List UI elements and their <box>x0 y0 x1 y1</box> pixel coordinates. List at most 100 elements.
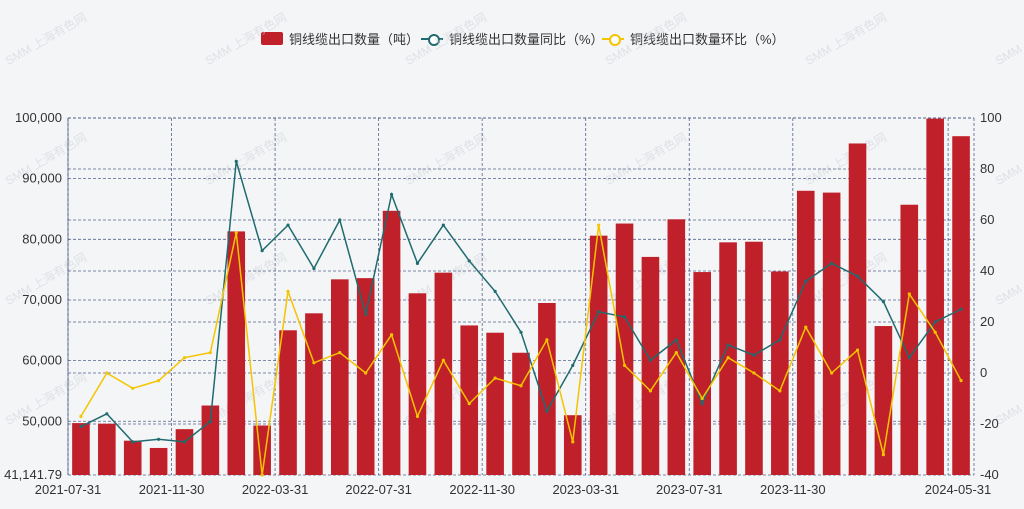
bar <box>305 313 323 475</box>
mom-point <box>312 361 316 365</box>
y-left-tick-label: 100,000 <box>15 110 62 125</box>
yoy-point <box>260 249 264 253</box>
bar <box>848 143 867 475</box>
yoy-point <box>726 343 730 347</box>
y-right-tick-label: 80 <box>980 161 994 176</box>
yoy-point <box>597 310 601 314</box>
legend-swatch-mom <box>602 32 624 46</box>
bar <box>538 302 556 475</box>
bar <box>900 204 919 475</box>
bar <box>952 136 970 475</box>
yoy-point <box>415 261 420 265</box>
bar <box>745 241 763 475</box>
yoy-point <box>493 289 497 293</box>
bar <box>486 332 504 475</box>
mom-point <box>79 414 83 418</box>
mom-point <box>571 440 575 444</box>
legend-label: 铜线缆出口数量（吨） <box>289 32 420 47</box>
legend-item-mom[interactable]: 铜线缆出口数量环比（%） <box>602 29 785 48</box>
yoy-point <box>364 312 368 316</box>
mom-point <box>752 371 756 375</box>
bar <box>615 223 634 475</box>
bar <box>72 423 90 475</box>
y-left-tick-label: 80,000 <box>22 231 62 246</box>
y-right-tick-label: 20 <box>980 314 994 329</box>
y-left-tick-label: 70,000 <box>22 292 62 307</box>
mom-point <box>648 389 653 393</box>
y-left-tick-label: 90,000 <box>22 171 62 186</box>
mom-point <box>338 351 342 355</box>
bar <box>693 272 712 475</box>
mom-point <box>260 473 264 477</box>
mom-point <box>208 351 212 355</box>
mom-point <box>726 356 730 360</box>
bar <box>330 279 349 475</box>
mom-point <box>933 330 937 334</box>
yoy-point <box>286 223 290 227</box>
mom-point <box>881 453 886 457</box>
mom-point <box>182 356 187 360</box>
yoy-point <box>389 192 394 197</box>
x-tick-label: 2023-03-31 <box>552 482 619 497</box>
yoy-point <box>959 307 963 311</box>
bar <box>563 415 582 475</box>
legend-item-yoy[interactable]: 铜线缆出口数量同比（%） <box>421 29 604 48</box>
yoy-point <box>441 223 445 227</box>
yoy-point <box>519 330 523 334</box>
y-right-tick-label: 100 <box>980 110 1002 125</box>
yoy-point <box>105 412 109 416</box>
mom-point <box>804 325 808 329</box>
mom-point <box>622 363 627 367</box>
bar <box>589 235 608 475</box>
mom-point <box>286 289 290 293</box>
yoy-point <box>467 259 471 263</box>
mom-point <box>700 396 704 401</box>
yoy-point <box>571 363 575 367</box>
mom-point <box>415 414 420 418</box>
mom-point <box>234 231 238 235</box>
x-tick-label: 2022-07-31 <box>345 482 412 497</box>
yoy-point <box>778 338 782 342</box>
mom-point <box>907 292 911 296</box>
bar <box>926 118 944 476</box>
bar <box>667 219 686 475</box>
mom-point <box>157 379 161 383</box>
axes: 41,141.79 50,000 60,000 70,000 80,000 90,000 1… <box>4 110 1002 497</box>
bar <box>641 256 660 475</box>
mom-point <box>441 358 445 362</box>
y-left-tick-label: 60,000 <box>22 353 62 368</box>
legend-swatch-bar <box>261 32 283 45</box>
bar <box>149 447 168 475</box>
mom-point <box>364 371 368 375</box>
yoy-point <box>182 440 187 444</box>
legend-label: 铜线缆出口数量环比（%） <box>630 32 785 47</box>
yoy-point <box>79 424 83 429</box>
bar <box>408 293 427 475</box>
mom-point <box>959 379 963 383</box>
yoy-point <box>338 218 342 222</box>
mom-point <box>131 386 135 390</box>
mom-point <box>519 384 523 388</box>
x-tick-label: 2023-07-31 <box>656 482 723 497</box>
bar <box>460 325 479 475</box>
line-yoy <box>79 159 963 444</box>
yoy-point <box>131 440 135 444</box>
bar <box>356 278 375 475</box>
yoy-point <box>545 409 549 413</box>
yoy-point <box>881 300 886 304</box>
yoy-point <box>312 266 316 271</box>
bar <box>822 192 841 475</box>
mom-point <box>830 371 834 375</box>
yoy-point <box>208 419 212 424</box>
legend-item-export-volume[interactable]: 铜线缆出口数量（吨） <box>261 29 419 48</box>
mom-point <box>778 389 782 393</box>
yoy-point <box>234 159 238 163</box>
yoy-point <box>674 338 678 342</box>
legend: 铜线缆出口数量（吨） 铜线缆出口数量同比（%） 铜线缆出口数量环比（%） <box>0 29 1024 49</box>
mom-point <box>493 376 497 380</box>
mom-point <box>105 371 109 375</box>
y-right-tick-label: -20 <box>980 416 999 431</box>
x-tick-label: 2023-11-30 <box>760 482 826 497</box>
bars-export-volume <box>72 118 970 476</box>
